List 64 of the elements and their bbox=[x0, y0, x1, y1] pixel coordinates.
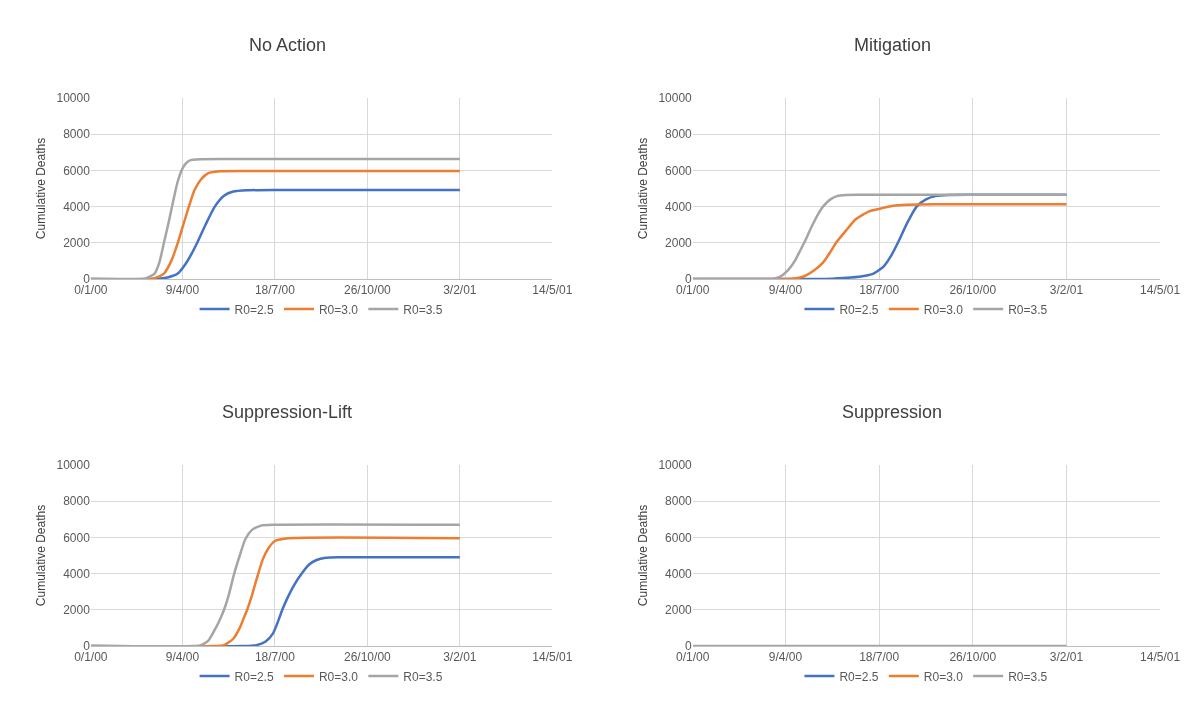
chart-title: Suppression bbox=[842, 402, 943, 422]
x-tick-label: 9/4/00 bbox=[165, 283, 200, 298]
y-tick-label: 10000 bbox=[56, 91, 91, 106]
y-tick-label: 6000 bbox=[665, 163, 693, 178]
y-tick-label: 8000 bbox=[665, 494, 693, 509]
x-tick-label: 9/4/00 bbox=[768, 283, 803, 298]
y-tick-label: 6000 bbox=[63, 163, 91, 178]
x-tick-label: 14/5/01 bbox=[532, 650, 573, 665]
y-tick-label: 4000 bbox=[63, 199, 91, 214]
y-tick-label: 10000 bbox=[56, 458, 91, 473]
y-tick-label: 8000 bbox=[63, 494, 91, 509]
y-axis-title: Cumulative Deaths bbox=[635, 137, 650, 240]
legend-label: R0=3.5 bbox=[1008, 302, 1048, 317]
x-tick-label: 3/2/01 bbox=[1049, 650, 1084, 665]
legend-label: R0=2.5 bbox=[839, 669, 879, 684]
chart-title: Mitigation bbox=[854, 35, 932, 55]
legend-label: R0=3.5 bbox=[403, 669, 443, 684]
legend-label: R0=3.5 bbox=[1008, 669, 1048, 684]
y-tick-label: 6000 bbox=[665, 530, 693, 545]
y-tick-label: 2000 bbox=[63, 236, 91, 250]
y-axis-title: Cumulative Deaths bbox=[33, 137, 48, 240]
x-tick-label: 0/1/00 bbox=[676, 650, 710, 665]
y-tick-label: 10000 bbox=[658, 91, 693, 106]
y-tick-label: 2000 bbox=[665, 603, 693, 617]
y-tick-label: 8000 bbox=[665, 127, 693, 142]
y-tick-label: 10000 bbox=[658, 458, 693, 473]
legend-label: R0=2.5 bbox=[234, 302, 274, 317]
y-tick-label: 2000 bbox=[665, 236, 693, 250]
x-tick-label: 18/7/00 bbox=[859, 283, 900, 298]
legend-label: R0=3.0 bbox=[923, 302, 964, 317]
x-tick-label: 26/10/00 bbox=[949, 283, 997, 298]
x-tick-label: 26/10/00 bbox=[344, 283, 392, 298]
x-tick-label: 9/4/00 bbox=[165, 650, 200, 665]
x-tick-label: 14/5/01 bbox=[1140, 650, 1181, 665]
x-tick-label: 18/7/00 bbox=[254, 283, 296, 298]
x-tick-label: 0/1/00 bbox=[74, 283, 108, 298]
y-axis-title: Cumulative Deaths bbox=[635, 504, 650, 607]
legend-label: R0=3.0 bbox=[923, 669, 964, 684]
legend-label: R0=3.5 bbox=[403, 302, 443, 317]
x-tick-label: 3/2/01 bbox=[443, 283, 477, 298]
x-tick-label: 0/1/00 bbox=[676, 283, 710, 298]
y-tick-label: 8000 bbox=[63, 127, 91, 142]
y-tick-label: 4000 bbox=[63, 566, 91, 581]
x-tick-label: 14/5/01 bbox=[532, 283, 573, 298]
legend-label: R0=3.0 bbox=[318, 669, 359, 684]
y-tick-label: 2000 bbox=[63, 603, 91, 617]
y-tick-label: 4000 bbox=[665, 199, 693, 214]
x-tick-label: 0/1/00 bbox=[74, 650, 108, 665]
x-tick-label: 18/7/00 bbox=[254, 650, 296, 665]
chart-title: No Action bbox=[249, 35, 327, 55]
x-tick-label: 26/10/00 bbox=[949, 650, 997, 665]
legend-label: R0=2.5 bbox=[839, 302, 879, 317]
chart-title: Suppression-Lift bbox=[222, 402, 353, 422]
legend-label: R0=2.5 bbox=[234, 669, 274, 684]
x-tick-label: 26/10/00 bbox=[344, 650, 392, 665]
x-tick-label: 18/7/00 bbox=[859, 650, 900, 665]
x-tick-label: 3/2/01 bbox=[443, 650, 477, 665]
y-axis-title: Cumulative Deaths bbox=[33, 504, 48, 607]
y-tick-label: 4000 bbox=[665, 566, 693, 581]
x-tick-label: 14/5/01 bbox=[1140, 283, 1181, 298]
y-tick-label: 6000 bbox=[63, 530, 91, 545]
legend-label: R0=3.0 bbox=[318, 302, 359, 317]
x-tick-label: 3/2/01 bbox=[1049, 283, 1084, 298]
x-tick-label: 9/4/00 bbox=[768, 650, 803, 665]
